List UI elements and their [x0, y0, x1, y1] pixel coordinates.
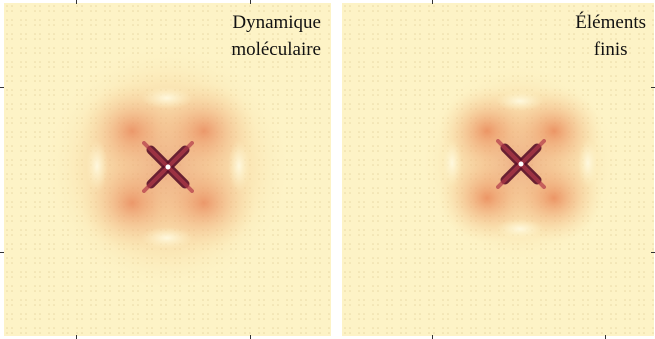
frame-tick	[250, 0, 251, 4]
frame-tick	[651, 252, 655, 253]
caption-line-2: moléculaire	[231, 39, 321, 60]
frame-tick	[76, 335, 77, 339]
white-spot-right	[228, 140, 250, 192]
caption-line-2: finis	[593, 39, 628, 60]
caption-molecular-dynamics: Dynamique moléculaire	[231, 9, 321, 63]
caption-line-1: Éléments	[575, 12, 646, 33]
core-center	[165, 164, 171, 170]
frame-tick	[76, 0, 77, 4]
white-spot-left	[442, 139, 462, 187]
white-spot-top	[496, 91, 544, 111]
caption-line-1: Dynamique	[232, 12, 321, 33]
frame-tick	[432, 335, 433, 339]
frame-tick	[605, 335, 606, 339]
frame-tick	[250, 335, 251, 339]
caption-finite-elements: Éléments finis	[575, 9, 646, 63]
frame-tick	[651, 87, 655, 88]
white-spot-bottom	[496, 219, 544, 239]
frame-tick	[0, 252, 4, 253]
white-spot-bottom	[141, 227, 193, 249]
field-map-left	[4, 3, 331, 336]
frame-tick	[0, 87, 4, 88]
white-spot-right	[578, 139, 598, 187]
white-spot-top	[141, 87, 193, 109]
field-map-right	[342, 3, 654, 336]
white-spot-left	[86, 140, 108, 192]
frame-tick	[432, 0, 433, 4]
molecular-dynamics-field-map: Dynamique moléculaire	[4, 3, 331, 336]
core-center	[518, 161, 524, 167]
finite-elements-field-map: Éléments finis	[342, 3, 654, 336]
